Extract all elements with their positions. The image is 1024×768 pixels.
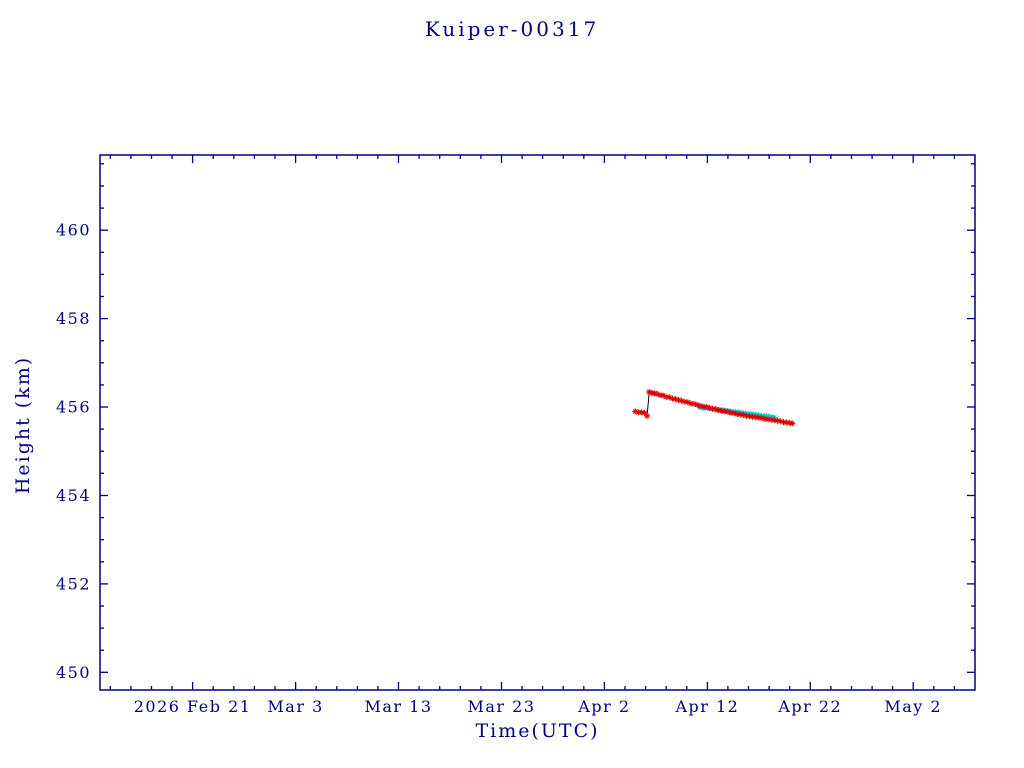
y-tick-label: 458 [56,309,91,328]
x-tick-label: Apr 2 [577,697,630,716]
x-tick-label: May 2 [884,697,942,716]
y-tick-label: 460 [56,221,91,240]
y-tick-label: 452 [56,574,91,593]
red-measured-track-markers [632,389,796,427]
y-tick-label: 450 [56,663,91,682]
x-tick-label: Mar 3 [267,697,323,716]
y-tick-label: 454 [56,486,91,505]
plot-border [99,154,976,691]
y-tick-label: 456 [56,398,91,417]
chart-title: Kuiper-00317 [424,17,600,41]
x-tick-label: Mar 13 [364,697,432,716]
x-tick-label: 2026 Feb 21 [134,697,252,716]
x-tick-label: Apr 22 [777,697,842,716]
x-axis-title: Time(UTC) [475,720,600,742]
x-tick-label: Apr 12 [674,697,739,716]
x-tick-label: Mar 23 [467,697,535,716]
